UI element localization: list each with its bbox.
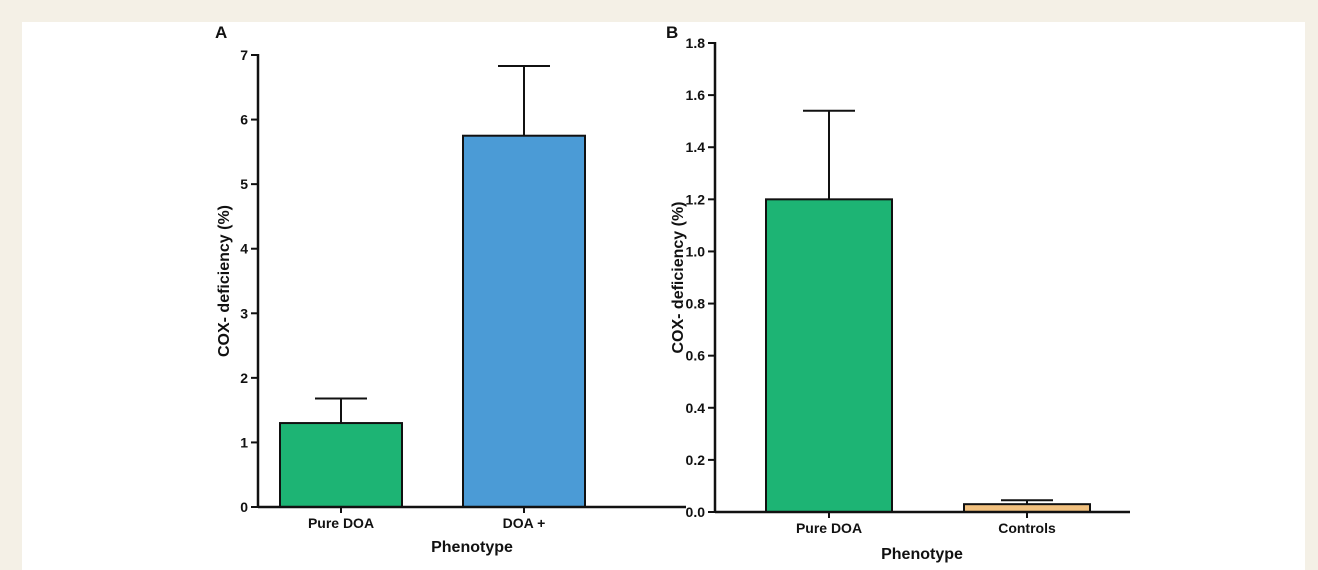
panel-a-category-label: Pure DOA: [308, 515, 374, 531]
panel-b-y-axis-title: COX- deficiency (%): [670, 201, 687, 353]
panel-b-y-tick-label: 0.6: [686, 348, 706, 364]
panel-a-y-tick-label: 7: [240, 47, 248, 63]
panel-a-y-tick-label: 4: [240, 241, 248, 257]
panel-b-y-tick-label: 1.8: [686, 35, 706, 51]
panel-a-y-axis-title: COX- deficiency (%): [216, 205, 233, 357]
panel-a-y-tick-label: 1: [240, 434, 248, 450]
figure-canvas: A Pure DOA DOA + 0 1 2 3 4 5 6 7 Phenotype COX- defi…: [22, 22, 1305, 570]
panel-a-bar-2: [462, 134, 586, 508]
panel-a-bar-1: [279, 422, 403, 508]
panel-b-y-tick-label: 0.0: [686, 504, 706, 520]
panel-b-y-tick-label: 1.0: [686, 243, 706, 259]
panel-b-bar-1: [765, 198, 893, 513]
panel-b-y-tick-label: 1.6: [686, 87, 706, 103]
panel-a-y-tick-label: 2: [240, 370, 248, 386]
panel-a-category-label: DOA +: [503, 515, 546, 531]
panel-b-y-tick-label: 0.8: [686, 296, 706, 312]
panel-a-x-axis-title: Phenotype: [431, 539, 513, 556]
panel-b-y-tick-label: 0.4: [686, 400, 706, 416]
panel-b-letter: B: [666, 23, 678, 42]
panel-a-y-tick-label: 5: [240, 176, 248, 192]
panel-b-x-axis-title: Phenotype: [881, 546, 963, 563]
panel-b-category-label: Pure DOA: [796, 520, 862, 536]
panel-b-y-tick-label: 1.2: [686, 191, 706, 207]
panel-b-y-tick-label: 0.2: [686, 452, 706, 468]
panel-a-y-tick-label: 6: [240, 112, 248, 128]
panel-a-letter: A: [215, 23, 227, 42]
bar-charts-figure: A Pure DOA DOA + 0 1 2 3 4 5 6 7 Phenotype COX- defi…: [215, 23, 1130, 563]
panel-b-category-label: Controls: [998, 520, 1056, 536]
panel-a-y-tick-label: 3: [240, 305, 248, 321]
panel-b-y-tick-label: 1.4: [686, 139, 706, 155]
panel-a-y-tick-label: 0: [240, 499, 248, 515]
